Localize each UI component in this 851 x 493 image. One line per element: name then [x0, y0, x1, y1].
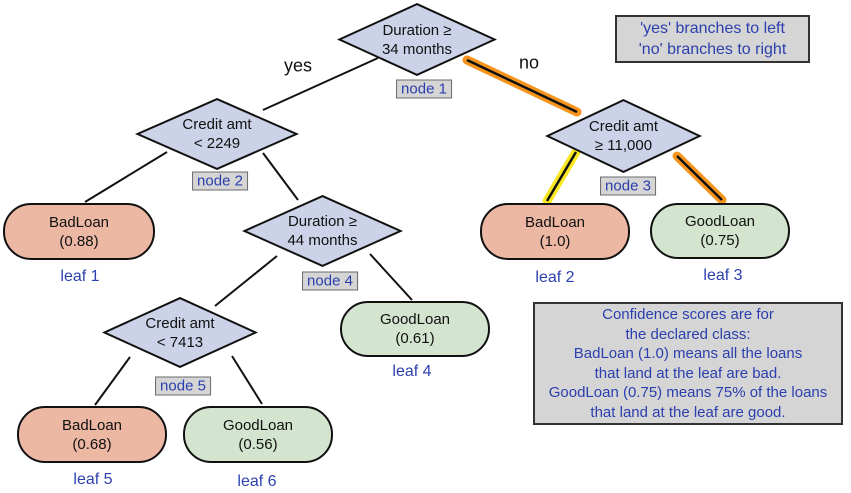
leaf-node-6: GoodLoan (0.56): [183, 406, 333, 463]
leaf-node-1: BadLoan (0.88): [3, 203, 155, 260]
note-line-4: that land at the leaf are bad.: [594, 364, 782, 382]
yes-branch-label: yes: [283, 55, 313, 76]
diamond-shape-icon: [337, 3, 497, 76]
node-4-label: node 4: [302, 271, 358, 291]
branch-direction-legend: 'yes' branches to left 'no' branches to …: [615, 15, 810, 63]
note-line-2: the declared class:: [625, 325, 751, 343]
confidence-note-box: Confidence scores are for the declared c…: [533, 302, 843, 425]
decision-node-1: Duration ≥ 34 months: [337, 3, 497, 76]
node-2-label: node 2: [192, 171, 248, 191]
decision-node-5: Credit amt < 7413: [102, 297, 258, 368]
decision-node-3-text: Credit amt ≥ 11,000: [588, 118, 659, 154]
diamond-shape-icon: [242, 195, 403, 267]
edge-node4-leaf4: [369, 253, 413, 301]
node-5-label: node 5: [155, 376, 211, 396]
decision-node-3: Credit amt ≥ 11,000: [545, 99, 702, 173]
leaf-node-5: BadLoan (0.68): [17, 406, 167, 463]
leaf-4-label: leaf 4: [392, 363, 432, 380]
diamond-shape-icon: [102, 297, 258, 368]
edge-node2-node4: [262, 152, 299, 201]
decision-node-2: Credit amt < 2249: [135, 98, 299, 170]
legend-line-2: 'no' branches to right: [638, 41, 787, 58]
edge-node4-node5: [214, 255, 278, 307]
edge-node5-leaf5: [94, 356, 131, 406]
note-line-6: that land at the leaf are good.: [590, 403, 786, 421]
leaf-node-4: GoodLoan (0.61): [340, 301, 490, 357]
leaf-1-label: leaf 1: [60, 268, 100, 285]
decision-node-2-text: Credit amt < 2249: [182, 116, 252, 152]
edge-node2-leaf1: [84, 151, 168, 203]
edge-node1-node2: [262, 57, 379, 111]
note-line-5: GoodLoan (0.75) means 75% of the loans: [548, 384, 828, 401]
node-1-label: node 1: [396, 79, 452, 99]
leaf-3-label: leaf 3: [703, 267, 743, 284]
no-branch-label: no: [518, 52, 540, 73]
decision-node-1-text: Duration ≥ 34 months: [381, 21, 453, 58]
leaf-node-2: BadLoan (1.0): [480, 203, 630, 260]
leaf-6-label: leaf 6: [237, 473, 277, 490]
diamond-shape-icon: [545, 99, 702, 173]
decision-node-4-text: Duration ≥ 44 months: [287, 213, 358, 249]
note-line-3: BadLoan (1.0) means all the loans: [573, 345, 803, 362]
node-3-label: node 3: [600, 176, 656, 196]
legend-line-1: 'yes' branches to left: [640, 20, 785, 37]
note-line-1: Confidence scores are for: [602, 306, 774, 323]
decision-node-5-text: Credit amt < 7413: [145, 314, 215, 351]
edge-node3-leaf3-orange-highlight: [672, 151, 727, 205]
leaf-5-label: leaf 5: [73, 471, 113, 488]
decision-node-4: Duration ≥ 44 months: [242, 195, 403, 267]
leaf-2-label: leaf 2: [535, 269, 575, 286]
edge-node1-node3-orange-highlight: [462, 55, 582, 117]
diamond-shape-icon: [135, 98, 299, 170]
edge-node5-leaf6: [231, 355, 263, 405]
edge-node3-leaf2-yellow-highlight: [542, 147, 581, 206]
leaf-node-3: GoodLoan (0.75): [650, 203, 790, 259]
